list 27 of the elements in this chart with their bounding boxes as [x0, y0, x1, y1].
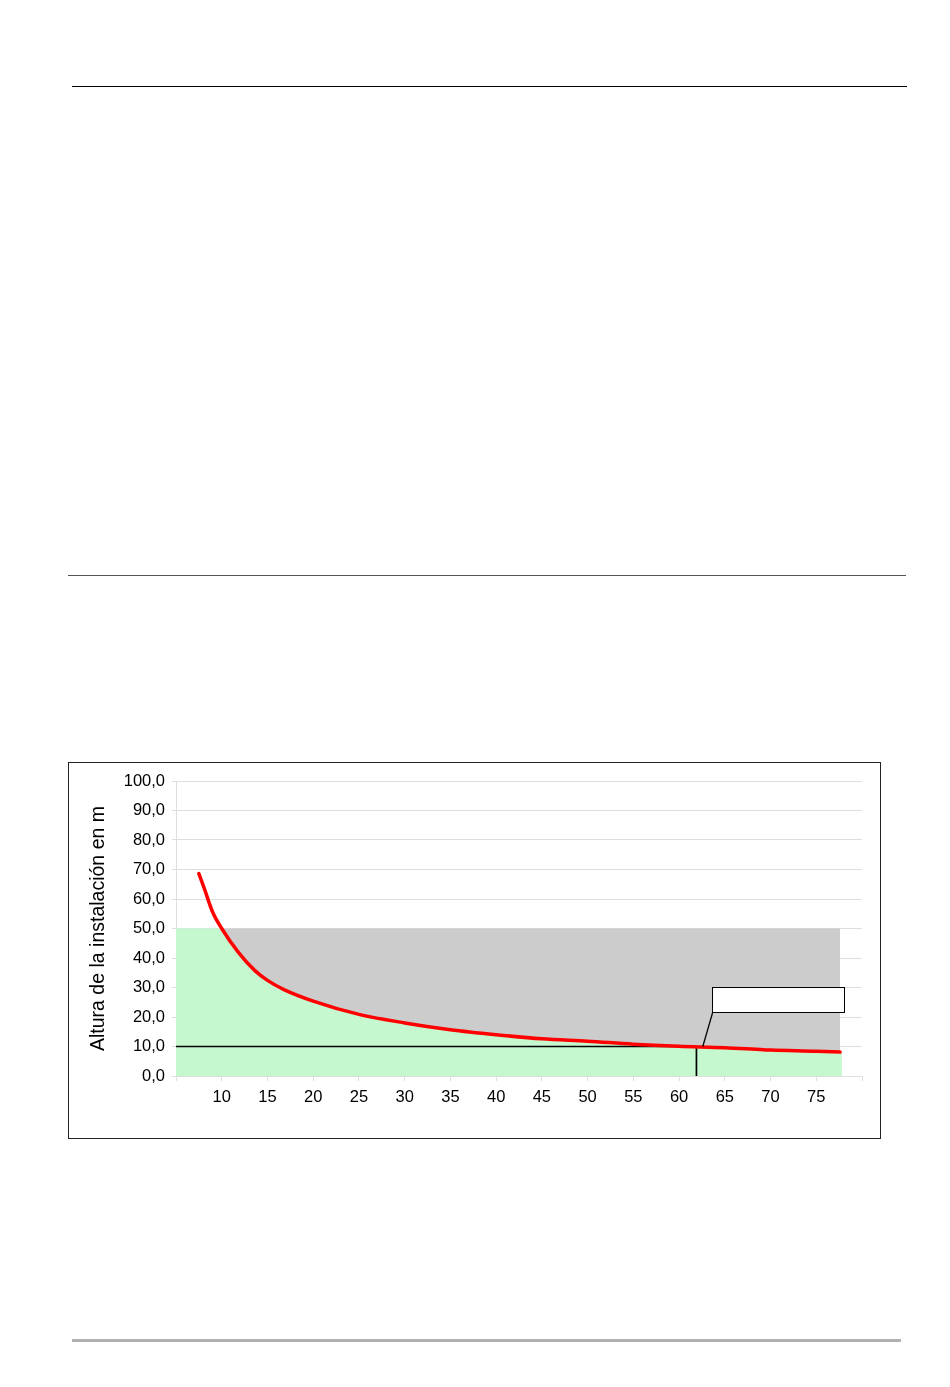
- y-tick-label: 20,0: [132, 1006, 165, 1025]
- y-tick-label: 100,0: [123, 770, 165, 789]
- x-tick-label: 15: [258, 1087, 277, 1106]
- x-tick-label: 50: [578, 1087, 597, 1106]
- x-tick-label: 35: [441, 1087, 460, 1106]
- x-tick-label: 55: [624, 1087, 643, 1106]
- y-tick-label: 70,0: [132, 859, 165, 878]
- y-tick-label: 0,0: [142, 1065, 165, 1084]
- y-tick-label: 60,0: [132, 888, 165, 907]
- y-tick-label: 90,0: [132, 800, 165, 819]
- x-tick-label: 10: [212, 1087, 231, 1106]
- x-tick-label: 60: [669, 1087, 689, 1106]
- x-tick-label: 25: [349, 1087, 369, 1106]
- x-tick-label: 75: [807, 1087, 826, 1106]
- y-tick-label: 80,0: [132, 829, 165, 848]
- x-tick-label: 40: [486, 1087, 506, 1106]
- x-tick-label: 45: [532, 1087, 552, 1106]
- x-tick-label: 65: [715, 1087, 734, 1106]
- x-tick-label: 30: [395, 1087, 414, 1106]
- y-axis-title: Altura de la instalación en m: [86, 806, 109, 1051]
- y-tick-label: 10,0: [132, 1036, 165, 1055]
- y-tick-label: 30,0: [132, 977, 165, 996]
- line-series: [197, 871, 842, 1054]
- y-tick-label: 40,0: [132, 947, 165, 966]
- x-tick-label: 70: [761, 1087, 780, 1106]
- y-tick-label: 50,0: [132, 918, 165, 937]
- x-tick-label: 20: [304, 1087, 323, 1106]
